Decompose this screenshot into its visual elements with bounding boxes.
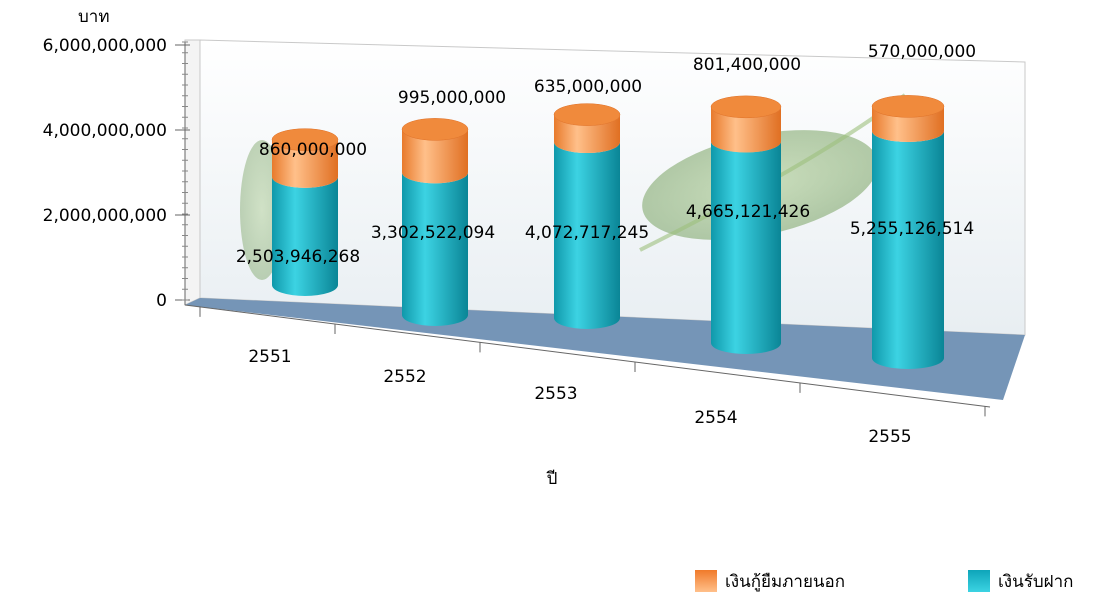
bar-deposit [272, 176, 338, 296]
y-tick-label: 6,000,000,000 [43, 36, 167, 56]
side-wall [184, 39, 201, 306]
bar-external-loan [872, 106, 944, 142]
data-label-deposit: 4,072,717,245 [525, 223, 649, 243]
x-axis: 2551 2552 2553 2554 2555 [184, 304, 991, 447]
bar-external-loan [272, 139, 338, 188]
x-tick-label: 2555 [868, 427, 911, 447]
bar-deposit [711, 141, 781, 354]
legend-label-series-2: เงินกู้ยืมภายนอก [725, 571, 846, 592]
bar-deposit [554, 142, 620, 329]
x-axis-line [184, 304, 991, 408]
x-tick-label: 2553 [534, 384, 577, 404]
y-axis-unit-label: บาท [78, 7, 110, 27]
data-label-group: 2,503,946,268 860,000,000 3,302,522,094 995… [236, 42, 976, 267]
x-tick-label: 2554 [694, 408, 737, 428]
bar-deposit [402, 172, 468, 326]
x-tick-label: 2552 [383, 367, 426, 387]
data-label-deposit: 5,255,126,514 [850, 219, 974, 239]
bar-series-group [271, 95, 945, 369]
x-tick-label: 2551 [248, 347, 291, 367]
legend-swatch-orange [695, 570, 717, 592]
data-label-deposit: 3,302,522,094 [371, 223, 495, 243]
x-axis-title: ปี [546, 469, 558, 489]
bar-top-cap [401, 118, 469, 141]
data-label-deposit: 4,665,121,426 [686, 202, 810, 222]
y-axis: 0 2,000,000,000 4,000,000,000 6,000,000,000 [43, 36, 190, 311]
bar-top-cap [710, 95, 782, 119]
bar-deposit [872, 130, 944, 369]
bar-top-cap [553, 103, 621, 126]
data-label-external-loan: 635,000,000 [534, 77, 642, 97]
bar-external-loan [402, 129, 468, 184]
data-label-external-loan: 860,000,000 [259, 140, 367, 160]
data-label-external-loan: 995,000,000 [398, 88, 506, 108]
data-label-external-loan: 570,000,000 [868, 42, 976, 62]
data-label-deposit: 2,503,946,268 [236, 247, 360, 267]
legend: เงินรับฝาก [968, 568, 1073, 594]
bar-top-cap [871, 95, 945, 118]
y-tick-label: 0 [156, 291, 167, 311]
bar-top-cap [271, 128, 339, 151]
y-tick-label: 4,000,000,000 [43, 121, 167, 141]
legend: เงินกู้ยืมภายนอก [695, 568, 845, 594]
data-label-external-loan: 801,400,000 [693, 55, 801, 75]
legend-label-series-1: เงินรับฝาก [998, 571, 1074, 592]
bar-external-loan [711, 106, 781, 153]
floor-plane [185, 298, 1025, 400]
legend-swatch-teal [968, 570, 990, 592]
y-tick-label: 2,000,000,000 [43, 206, 167, 226]
